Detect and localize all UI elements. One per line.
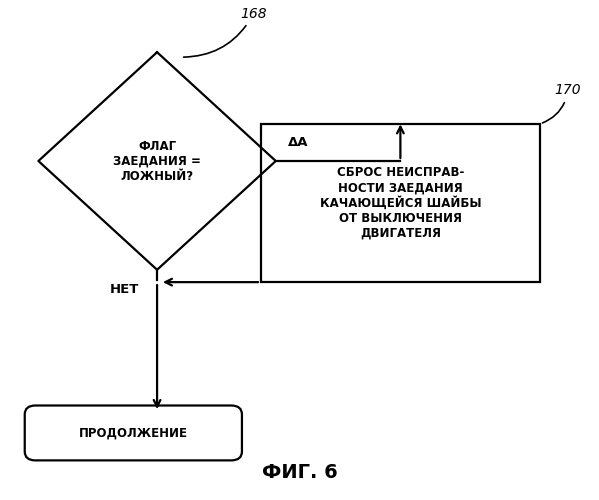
Text: 170: 170: [543, 83, 581, 123]
Bar: [261, 124, 540, 282]
Text: СБРОС НЕИСПРАВ-
НОСТИ ЗАЕДАНИЯ
КАЧАЮЩЕЙСЯ ШАЙБЫ
ОТ ВЫКЛЮЧЕНИЯ
ДВИГАТЕЛЯ: СБРОС НЕИСПРАВ- НОСТИ ЗАЕДАНИЯ КАЧАЮЩЕЙС…: [320, 166, 481, 240]
Text: 168: 168: [183, 6, 267, 57]
Text: ФЛАГ
ЗАЕДАНИЯ =
ЛОЖНЫЙ?: ФЛАГ ЗАЕДАНИЯ = ЛОЖНЫЙ?: [113, 140, 201, 182]
Text: ΔА: ΔА: [288, 136, 308, 148]
Text: ФИГ. 6: ФИГ. 6: [262, 464, 337, 482]
FancyBboxPatch shape: [25, 406, 242, 460]
Text: ПРОДОЛЖЕНИЕ: ПРОДОЛЖЕНИЕ: [79, 426, 188, 440]
Text: НЕТ: НЕТ: [110, 283, 140, 296]
